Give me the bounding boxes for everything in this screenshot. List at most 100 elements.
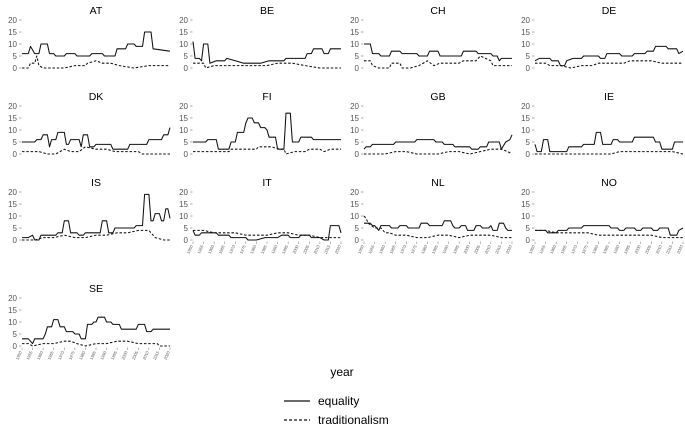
y-tick-label: 15: [350, 200, 359, 209]
legend-title: year: [330, 365, 353, 379]
x-tick-label: 1965: [46, 350, 55, 361]
panel-title-se: SE: [89, 283, 103, 295]
y-tick-label: 0: [526, 150, 531, 159]
x-tick-label: 2005: [473, 244, 482, 255]
x-tick-label: 2010: [483, 244, 492, 255]
x-tick-label: 1960: [378, 244, 387, 255]
series-line-equality-ch: [364, 43, 512, 62]
y-tick-label: 20: [350, 16, 359, 25]
legend: year equality traditionalism: [284, 365, 389, 426]
panel-title-at: AT: [90, 5, 103, 17]
x-tick-label: 1965: [217, 244, 226, 255]
panel-title-be: BE: [260, 5, 274, 17]
x-tick-label: 1975: [238, 244, 247, 255]
x-tick-label: 1960: [549, 244, 558, 255]
panel-fi: FI 0 5 10 15 20: [179, 91, 341, 159]
y-tick-label: 10: [179, 126, 188, 135]
series-line-traditionalism-gb: [364, 148, 513, 155]
x-tick-label: 1990: [441, 244, 450, 255]
y-tick-label: 15: [350, 114, 359, 123]
series-line-traditionalism-no: [535, 229, 683, 239]
y-tick-label: 10: [8, 318, 17, 327]
y-tick-label: 20: [8, 188, 17, 197]
y-tick-label: 0: [13, 64, 18, 73]
series-line-traditionalism-se: [22, 340, 170, 347]
y-tick-label: 5: [355, 224, 360, 233]
x-tick-label: 2020: [163, 350, 172, 361]
x-tick-label: 1970: [228, 244, 237, 255]
x-tick-label: 2000: [291, 244, 300, 255]
x-tick-label: 2000: [120, 350, 129, 361]
panel-title-it: IT: [262, 177, 272, 189]
x-tick-label: 1995: [110, 350, 119, 361]
panel-title-gb: GB: [430, 91, 445, 103]
series-line-equality-no: [535, 225, 684, 236]
series-line-traditionalism-is: [22, 229, 170, 241]
y-tick-label: 10: [521, 212, 530, 221]
series-line-traditionalism-de: [535, 60, 683, 69]
x-tick-label: 1950: [357, 244, 366, 255]
y-tick-label: 5: [526, 138, 531, 147]
y-tick-label: 5: [13, 224, 18, 233]
y-tick-label: 15: [8, 306, 17, 315]
x-tick-label: 2015: [494, 244, 503, 255]
x-tick-label: 2020: [505, 244, 514, 255]
y-tick-label: 10: [521, 40, 530, 49]
y-tick-label: 10: [179, 40, 188, 49]
series-line-equality-be: [192, 41, 341, 64]
y-tick-label: 10: [350, 212, 359, 221]
series-line-equality-dk: [22, 127, 171, 150]
panel-title-no: NO: [601, 177, 617, 189]
x-tick-label: 1990: [270, 244, 279, 255]
x-tick-label: 1975: [67, 350, 76, 361]
x-tick-label: 1995: [623, 244, 632, 255]
y-tick-label: 15: [521, 28, 530, 37]
x-tick-label: 2005: [131, 350, 140, 361]
x-tick-label: 1955: [196, 244, 205, 255]
series-line-equality-ie: [534, 131, 683, 153]
y-tick-label: 15: [179, 200, 188, 209]
y-tick-label: 10: [8, 212, 17, 221]
x-tick-label: 1955: [25, 350, 34, 361]
panel-ie: IE 0 5 10 15 20: [521, 91, 684, 159]
y-tick-label: 20: [179, 16, 188, 25]
panel-title-ie: IE: [604, 91, 614, 103]
x-tick-label: 1970: [570, 244, 579, 255]
series-line-traditionalism-ie: [535, 151, 684, 155]
y-tick-label: 0: [355, 64, 360, 73]
panels-layer: AT 0 5 10 15 20 BE 0 5 10 15 20 CH 0 5 10 15 20 DE 0 5 10 15 20…: [8, 5, 684, 360]
x-tick-label: 2015: [323, 244, 332, 255]
y-tick-label: 20: [8, 102, 17, 111]
panel-title-de: DE: [602, 5, 617, 17]
x-tick-label: 1955: [538, 244, 547, 255]
panel-title-is: IS: [91, 177, 101, 189]
y-tick-label: 5: [184, 52, 189, 61]
y-tick-label: 20: [521, 188, 530, 197]
y-tick-label: 20: [521, 102, 530, 111]
y-tick-label: 5: [184, 138, 189, 147]
panel-ch: CH 0 5 10 15 20: [350, 5, 512, 73]
y-tick-label: 0: [184, 150, 189, 159]
panel-at: AT 0 5 10 15 20: [8, 5, 171, 73]
x-tick-label: 2015: [152, 350, 161, 361]
y-tick-label: 0: [526, 64, 531, 73]
series-line-equality-at: [22, 31, 171, 57]
y-tick-label: 5: [355, 138, 360, 147]
y-tick-label: 15: [8, 114, 17, 123]
y-tick-label: 20: [350, 102, 359, 111]
y-tick-label: 10: [8, 40, 17, 49]
y-tick-label: 20: [179, 102, 188, 111]
y-tick-label: 15: [8, 200, 17, 209]
x-tick-label: 1970: [57, 350, 66, 361]
y-tick-label: 0: [526, 236, 531, 245]
x-tick-label: 1985: [602, 244, 611, 255]
x-tick-label: 2020: [676, 244, 685, 255]
x-tick-label: 1960: [36, 350, 45, 361]
series-line-equality-is: [22, 193, 171, 241]
panel-title-dk: DK: [89, 91, 104, 103]
y-tick-label: 5: [526, 224, 531, 233]
series-line-traditionalism-ch: [364, 55, 512, 69]
legend-traditionalism-label: traditionalism: [318, 413, 389, 426]
